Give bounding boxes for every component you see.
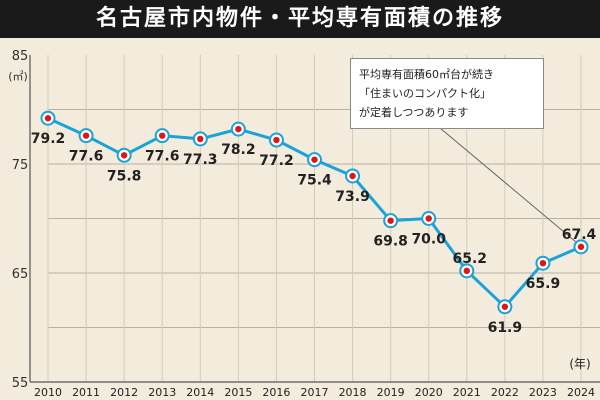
data-point-dot bbox=[235, 125, 242, 133]
x-tick-label: 2023 bbox=[529, 386, 557, 399]
x-tick-label: 2015 bbox=[224, 386, 252, 399]
data-point-dot bbox=[197, 135, 204, 143]
x-tick-label: 2019 bbox=[377, 386, 405, 399]
data-label: 79.2 bbox=[31, 131, 66, 147]
data-point-dot bbox=[463, 267, 470, 275]
y-tick-label: 55 bbox=[12, 376, 29, 391]
y-axis-unit: (㎡) bbox=[8, 70, 28, 83]
x-axis-unit: (年) bbox=[569, 357, 590, 371]
data-point-dot bbox=[577, 243, 585, 251]
annotation-box: 平均専有面積60㎡台が続き 「住まいのコンパクト化」 が定着しつつあります bbox=[350, 58, 544, 129]
data-label: 70.0 bbox=[411, 232, 446, 248]
data-label: 77.6 bbox=[69, 149, 104, 165]
data-point-dot bbox=[120, 152, 128, 159]
x-tick-label: 2011 bbox=[72, 386, 100, 399]
x-tick-label: 2018 bbox=[339, 386, 367, 399]
annotation-leader-line bbox=[439, 127, 578, 244]
data-point-dot bbox=[273, 136, 280, 144]
y-tick-label: 85 bbox=[12, 49, 29, 64]
data-point-dot bbox=[311, 156, 318, 163]
x-tick-label: 2016 bbox=[262, 386, 290, 399]
data-point-dot bbox=[539, 259, 547, 267]
x-tick-label: 2012 bbox=[110, 386, 138, 399]
x-tick-label: 2017 bbox=[301, 386, 329, 399]
data-point-dot bbox=[44, 115, 52, 122]
x-tick-label: 2013 bbox=[148, 386, 176, 399]
data-label: 77.3 bbox=[183, 152, 218, 168]
data-label: 65.2 bbox=[453, 251, 488, 267]
data-point-dot bbox=[159, 132, 166, 139]
annotation-line: 平均専有面積60㎡台が続き bbox=[359, 68, 494, 81]
chart-title: 名古屋市内物件・平均専有面積の推移 bbox=[0, 0, 600, 38]
y-tick-label: 65 bbox=[12, 267, 29, 282]
data-point-dot bbox=[82, 132, 90, 139]
data-label: 75.4 bbox=[297, 173, 332, 189]
data-point-dot bbox=[425, 215, 432, 222]
y-tick-label: 75 bbox=[12, 158, 29, 173]
data-label: 75.8 bbox=[107, 168, 142, 184]
x-tick-label: 2022 bbox=[491, 386, 519, 399]
data-label: 77.2 bbox=[259, 153, 294, 169]
data-label: 61.9 bbox=[488, 320, 523, 336]
data-label: 77.6 bbox=[145, 149, 180, 165]
x-tick-label: 2010 bbox=[34, 386, 62, 399]
data-label: 73.9 bbox=[335, 189, 370, 205]
data-label: 67.4 bbox=[562, 227, 597, 243]
data-label: 65.9 bbox=[526, 276, 561, 292]
x-tick-label: 2020 bbox=[415, 386, 443, 399]
annotation-line: 「住まいのコンパクト化」 bbox=[359, 87, 491, 100]
x-tick-label: 2024 bbox=[567, 386, 595, 399]
data-point-dot bbox=[501, 303, 509, 310]
data-label: 69.8 bbox=[373, 234, 408, 250]
x-tick-label: 2014 bbox=[186, 386, 214, 399]
data-point-dot bbox=[387, 217, 394, 224]
annotation-line: が定着しつつあります bbox=[359, 106, 469, 119]
data-point-dot bbox=[349, 172, 356, 180]
data-label: 78.2 bbox=[221, 142, 256, 158]
x-tick-label: 2021 bbox=[453, 386, 481, 399]
